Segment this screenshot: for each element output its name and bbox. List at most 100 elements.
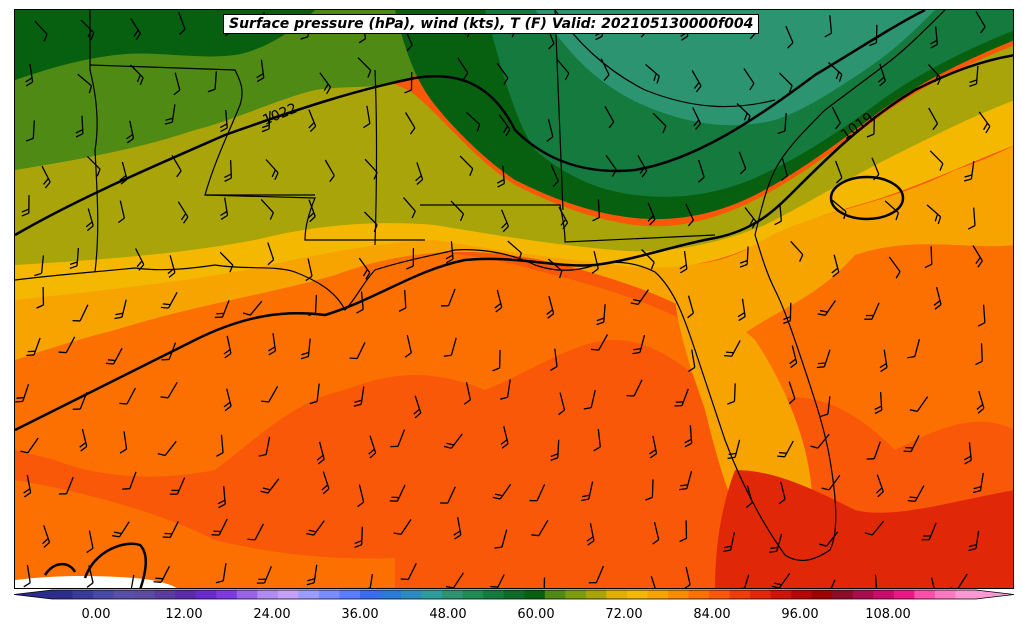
wind-barb [685, 203, 695, 227]
wind-barb [403, 197, 416, 219]
colorbar-swatch [626, 590, 648, 599]
wind-barb [72, 304, 89, 322]
colorbar-swatch [462, 590, 484, 599]
wind-barb [153, 566, 170, 583]
wind-barb [546, 119, 554, 142]
wind-barb [550, 348, 558, 371]
wind-barb [459, 155, 474, 176]
wind-barb [305, 258, 313, 282]
wind-barb [972, 472, 984, 494]
wind-barb [316, 441, 325, 465]
wind-barb [558, 206, 569, 230]
colorbar-swatch [544, 590, 566, 599]
colorbar-swatch [113, 590, 135, 599]
wind-barb [58, 336, 76, 354]
wind-barb [85, 208, 94, 232]
wind-barb [211, 518, 228, 536]
wind-barb [831, 199, 847, 220]
colorbar-swatch [93, 590, 115, 599]
wind-barb [398, 289, 407, 312]
wind-barb [963, 442, 972, 465]
wind-barb [637, 154, 648, 178]
wind-barb [593, 429, 601, 452]
wind-barb [949, 573, 968, 588]
isobar-high-atlantic [829, 175, 905, 221]
wind-barb [928, 64, 942, 86]
geographic-borders [15, 10, 946, 562]
wind-barb [788, 381, 796, 405]
wind-barb [723, 532, 736, 553]
wind-barb [972, 245, 983, 268]
wind-barb [769, 533, 783, 553]
colorbar-tick-label: 36.00 [341, 607, 379, 622]
wind-barb [223, 388, 232, 412]
wind-barb [550, 439, 560, 462]
wind-barb [161, 342, 177, 361]
colorbar-swatch [668, 590, 690, 599]
wind-barb [224, 160, 233, 182]
colorbar-swatch [524, 590, 546, 599]
wind-barb [490, 574, 505, 588]
wind-barb [405, 248, 415, 270]
wind-barb [869, 24, 878, 47]
wind-barb [34, 255, 45, 277]
border-alabama-ga [420, 204, 716, 243]
wind-barb [207, 71, 217, 93]
wind-barb [688, 349, 696, 373]
wind-barb [866, 116, 875, 138]
wind-barb [215, 563, 227, 584]
temperature-colorbar [14, 589, 1014, 600]
wind-barb [968, 530, 980, 552]
colorbar-swatch [401, 590, 423, 599]
wind-barb [445, 241, 454, 264]
wind-barb [649, 435, 658, 459]
wind-barb [349, 342, 366, 360]
colorbar-tick-label: 84.00 [693, 607, 731, 622]
wind-barb [160, 291, 178, 309]
weather-map: 1022 1019 [14, 9, 1014, 589]
colorbar-swatch [852, 590, 874, 599]
map-canvas: 1022 1019 [15, 10, 1013, 588]
wind-barb [866, 441, 881, 460]
wind-barb [368, 435, 377, 459]
wind-barb [122, 471, 137, 490]
temp-fill-white-corner [15, 575, 177, 588]
wind-barb [72, 392, 88, 410]
wind-barb [547, 258, 563, 279]
wind-barb [630, 289, 649, 306]
wind-barbs [15, 11, 991, 588]
isobars [15, 10, 1013, 588]
colorbar-swatch [154, 590, 176, 599]
wind-barb [645, 479, 654, 501]
colorbar-swatch [832, 590, 854, 599]
wind-barb [583, 389, 596, 410]
wind-barb [817, 300, 836, 316]
wind-barb [34, 20, 48, 42]
wind-barb [645, 64, 660, 84]
colorbar-swatch [360, 590, 382, 599]
colorbar-swatch [318, 590, 340, 599]
wind-barb [220, 197, 229, 220]
wind-barb [877, 63, 886, 87]
colorbar-tick-label: 48.00 [429, 607, 467, 622]
wind-barb [652, 112, 667, 134]
wind-barb [217, 486, 226, 509]
temp-fill-teal [535, 10, 935, 126]
temp-fill-orange [15, 240, 1013, 477]
colorbar-swatch [934, 590, 956, 599]
wind-barb [265, 159, 279, 181]
wind-barb [25, 120, 35, 142]
colorbar-swatch [503, 590, 525, 599]
wind-barb [440, 486, 456, 504]
wind-barb [443, 337, 457, 357]
wind-barb [588, 565, 604, 584]
wind-barb [529, 484, 546, 502]
wind-barb [261, 385, 279, 403]
wind-barb [697, 159, 705, 183]
wind-barb [21, 195, 30, 217]
temp-fill-lightorange [15, 145, 1013, 360]
wind-barb [929, 26, 938, 49]
colorbar-swatch [52, 590, 74, 599]
wind-barb [126, 120, 135, 144]
wind-barb [924, 246, 933, 269]
